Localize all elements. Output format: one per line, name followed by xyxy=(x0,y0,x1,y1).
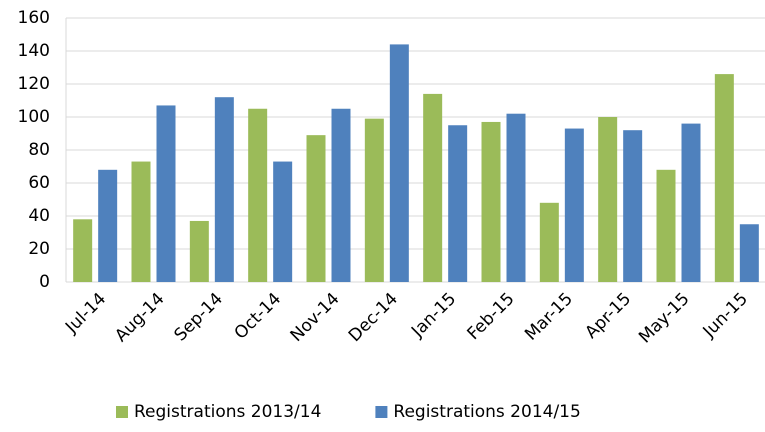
bar xyxy=(423,93,443,283)
bar xyxy=(598,117,618,282)
bar xyxy=(273,161,293,282)
x-tick-label: Jun-15 xyxy=(699,289,752,342)
y-tick-label: 120 xyxy=(18,74,50,94)
bar xyxy=(389,44,409,283)
legend-label: Registrations 2013/14 xyxy=(134,402,321,422)
bar xyxy=(448,125,468,282)
legend-swatch xyxy=(116,406,128,418)
bar xyxy=(714,74,734,282)
y-tick-label: 140 xyxy=(18,41,50,61)
x-tick-label: Apr-15 xyxy=(581,289,635,343)
bar xyxy=(131,161,151,282)
x-tick-label: Sep-14 xyxy=(170,289,226,345)
y-tick-label: 20 xyxy=(28,239,50,259)
x-tick-label: May-15 xyxy=(635,289,693,347)
bar xyxy=(681,123,701,282)
bar xyxy=(623,130,643,282)
bar xyxy=(539,202,559,282)
bar xyxy=(656,169,676,282)
bar xyxy=(156,105,176,282)
bar xyxy=(506,113,526,282)
bar xyxy=(564,128,584,282)
y-tick-label: 80 xyxy=(28,140,50,160)
bar xyxy=(739,224,759,282)
x-tick-label: Aug-14 xyxy=(111,289,168,346)
y-tick-label: 60 xyxy=(28,173,50,193)
legend-label: Registrations 2014/15 xyxy=(393,402,580,422)
y-tick-label: 160 xyxy=(18,8,50,28)
bar xyxy=(331,108,351,282)
x-tick-label: Jan-15 xyxy=(407,289,460,342)
x-tick-label: Oct-14 xyxy=(231,289,286,344)
legend-swatch xyxy=(375,406,388,418)
x-tick-label: Mar-15 xyxy=(521,289,577,345)
x-tick-label: Nov-14 xyxy=(287,289,344,346)
y-tick-label: 100 xyxy=(18,107,50,127)
y-tick-label: 0 xyxy=(39,272,50,292)
bar xyxy=(214,97,234,282)
bar xyxy=(248,108,268,282)
bar xyxy=(98,169,118,282)
bar xyxy=(364,118,384,283)
bar xyxy=(306,135,326,282)
bar xyxy=(73,219,93,282)
x-tick-label: Dec-14 xyxy=(345,289,402,346)
x-tick-label: Feb-15 xyxy=(464,289,519,344)
bar xyxy=(189,220,209,282)
bar xyxy=(481,121,501,282)
y-tick-label: 40 xyxy=(28,206,50,226)
x-tick-label: Jul-14 xyxy=(61,289,110,338)
